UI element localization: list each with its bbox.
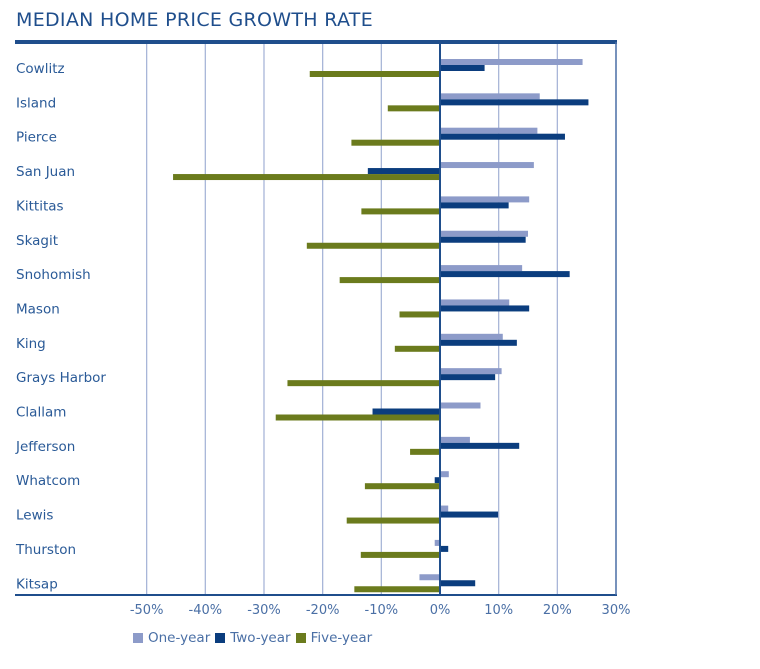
bar-one-year xyxy=(440,471,449,478)
bar-two-year xyxy=(372,408,440,415)
bar-five-year xyxy=(351,139,440,146)
category-label: Jefferson xyxy=(15,439,75,455)
category-labels: Cowlitz Island Pierce San Juan Kittitas Skagi… xyxy=(15,61,106,592)
bar-two-year xyxy=(440,65,485,71)
bar-five-year xyxy=(394,345,440,352)
category-label: Mason xyxy=(16,301,60,317)
x-tick-label: 30% xyxy=(602,603,631,618)
category-label: Kitsap xyxy=(16,576,58,592)
category-label: Thurston xyxy=(15,542,76,558)
bar-two-year xyxy=(440,374,496,381)
bar-two-year xyxy=(367,168,440,175)
category-label: Skagit xyxy=(16,233,58,249)
chart-title: MEDIAN HOME PRICE GROWTH RATE xyxy=(16,9,373,31)
category-label: Cowlitz xyxy=(16,61,65,77)
bar-one-year xyxy=(440,333,503,340)
category-label: Lewis xyxy=(16,508,53,524)
axes xyxy=(15,40,617,596)
bar-two-year xyxy=(440,545,449,552)
bar-one-year xyxy=(440,127,538,134)
category-label: Island xyxy=(16,95,56,111)
bar-two-year xyxy=(440,236,526,243)
bar-one-year xyxy=(440,265,523,272)
bar-five-year xyxy=(309,71,440,77)
x-tick-label: -40% xyxy=(189,603,223,618)
bar-one-year xyxy=(440,402,481,409)
bars xyxy=(173,59,589,593)
bar-two-year xyxy=(440,580,476,587)
x-tick-label: 10% xyxy=(484,603,513,618)
bar-one-year xyxy=(434,539,440,546)
x-tick-label: 20% xyxy=(543,603,572,618)
category-label: Whatcom xyxy=(16,473,80,489)
bar-two-year xyxy=(440,442,520,449)
gridlines xyxy=(145,42,558,595)
category-label: Kittitas xyxy=(16,198,64,214)
legend-swatch xyxy=(215,633,226,643)
x-tick-label: -10% xyxy=(365,603,399,618)
bar-two-year xyxy=(434,477,440,484)
legend-item-five-year: Five-year xyxy=(295,630,373,646)
bar-two-year xyxy=(440,99,589,106)
x-tick-label: -50% xyxy=(130,603,164,618)
legend-swatch xyxy=(133,633,143,643)
x-tick-labels: -50% -40% -30% -20% -10% 0% 10% 20% 30% xyxy=(130,603,631,618)
legend-item-two-year: Two-year xyxy=(215,630,291,646)
legend-label: Two-year xyxy=(230,630,291,646)
category-label: Snohomish xyxy=(16,267,91,283)
bar-five-year xyxy=(339,277,440,284)
bar-five-year xyxy=(173,174,440,181)
x-tick-label: 0% xyxy=(430,603,451,618)
bar-one-year xyxy=(440,59,583,65)
bar-five-year xyxy=(306,242,440,249)
legend-swatch xyxy=(295,633,306,643)
bar-five-year xyxy=(387,105,440,112)
category-label: King xyxy=(16,336,46,352)
bar-two-year xyxy=(440,339,517,346)
legend-label: One-year xyxy=(148,630,211,646)
bar-one-year xyxy=(440,436,470,443)
bar-five-year xyxy=(399,311,440,318)
category-label: Clallam xyxy=(16,405,66,421)
bar-five-year xyxy=(354,586,440,593)
bar-two-year xyxy=(440,271,570,278)
legend-item-one-year: One-year xyxy=(133,630,210,646)
bar-two-year xyxy=(440,511,499,518)
bar-five-year xyxy=(275,414,440,421)
bar-five-year xyxy=(364,483,440,490)
legend-label: Five-year xyxy=(310,630,373,646)
bar-five-year xyxy=(360,551,440,558)
bar-five-year xyxy=(346,517,440,524)
bar-one-year xyxy=(440,93,540,100)
bar-two-year xyxy=(440,133,565,140)
bar-five-year xyxy=(361,208,440,215)
bar-one-year xyxy=(419,574,440,581)
legend: One-year Two-year Five-year xyxy=(133,630,377,646)
bar-one-year xyxy=(440,196,530,203)
category-label: Grays Harbor xyxy=(16,370,106,386)
bar-one-year xyxy=(440,368,502,375)
bar-two-year xyxy=(440,305,530,312)
bar-one-year xyxy=(440,162,534,169)
x-tick-label: -30% xyxy=(247,603,281,618)
x-tick-label: -20% xyxy=(306,603,340,618)
category-label: Pierce xyxy=(16,130,57,146)
bar-one-year xyxy=(440,505,449,512)
bar-one-year xyxy=(440,299,510,306)
bar-five-year xyxy=(410,448,440,455)
category-label: San Juan xyxy=(16,164,75,180)
bar-five-year xyxy=(287,380,440,387)
bar-two-year xyxy=(440,202,509,209)
bar-one-year xyxy=(440,230,529,237)
